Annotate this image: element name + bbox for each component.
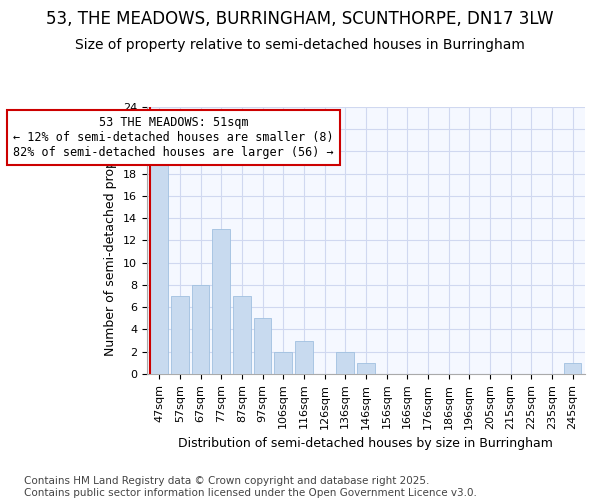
- Bar: [274, 352, 292, 374]
- Bar: [295, 340, 313, 374]
- X-axis label: Distribution of semi-detached houses by size in Burringham: Distribution of semi-detached houses by …: [178, 437, 553, 450]
- Bar: [151, 152, 168, 374]
- Text: 53 THE MEADOWS: 51sqm
← 12% of semi-detached houses are smaller (8)
82% of semi-: 53 THE MEADOWS: 51sqm ← 12% of semi-deta…: [13, 116, 334, 159]
- Bar: [337, 352, 354, 374]
- Y-axis label: Number of semi-detached properties: Number of semi-detached properties: [104, 125, 117, 356]
- Bar: [233, 296, 251, 374]
- Bar: [254, 318, 271, 374]
- Bar: [212, 230, 230, 374]
- Bar: [192, 285, 209, 374]
- Text: 53, THE MEADOWS, BURRINGHAM, SCUNTHORPE, DN17 3LW: 53, THE MEADOWS, BURRINGHAM, SCUNTHORPE,…: [46, 10, 554, 28]
- Bar: [564, 363, 581, 374]
- Bar: [357, 363, 374, 374]
- Text: Contains HM Land Registry data © Crown copyright and database right 2025.
Contai: Contains HM Land Registry data © Crown c…: [24, 476, 477, 498]
- Bar: [171, 296, 188, 374]
- Text: Size of property relative to semi-detached houses in Burringham: Size of property relative to semi-detach…: [75, 38, 525, 52]
